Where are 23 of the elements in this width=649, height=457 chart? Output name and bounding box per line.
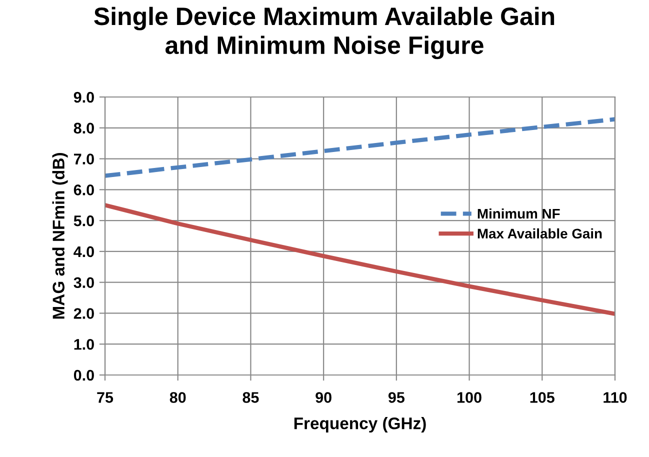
y-tick-label: 9.0 [74, 92, 94, 103]
y-tick-label: 7.0 [74, 154, 94, 164]
y-tick-label: 3.0 [74, 277, 94, 288]
legend-label: Minimum NF [478, 208, 560, 219]
x-tick-label: 105 [530, 392, 554, 403]
x-tick-label: 75 [97, 392, 114, 403]
x-tick-label: 85 [242, 392, 259, 403]
legend-label: Max Available Gain [478, 228, 602, 239]
x-axis-title: Frequency (GHz) [294, 417, 426, 433]
y-tick-label: 5.0 [74, 215, 94, 226]
y-tick-label: 0.0 [74, 370, 94, 381]
y-tick-label: 8.0 [74, 122, 94, 134]
y-axis-title: MAG and NFmin (dB) [52, 153, 68, 319]
x-tick-label: 90 [316, 392, 332, 403]
y-tick-label: 6.0 [74, 184, 94, 196]
x-tick-label: 110 [604, 392, 627, 403]
x-tick-label: 80 [170, 392, 186, 403]
y-tick-label: 2.0 [74, 308, 94, 319]
x-tick-label: 95 [388, 392, 404, 403]
chart-title: Single Device Maximum Available Gain and Minimum Noise Figure [94, 6, 554, 60]
x-tick-label: 100 [458, 392, 482, 403]
y-tick-label: 1.0 [74, 338, 94, 350]
y-tick-label: 4.0 [74, 246, 94, 258]
